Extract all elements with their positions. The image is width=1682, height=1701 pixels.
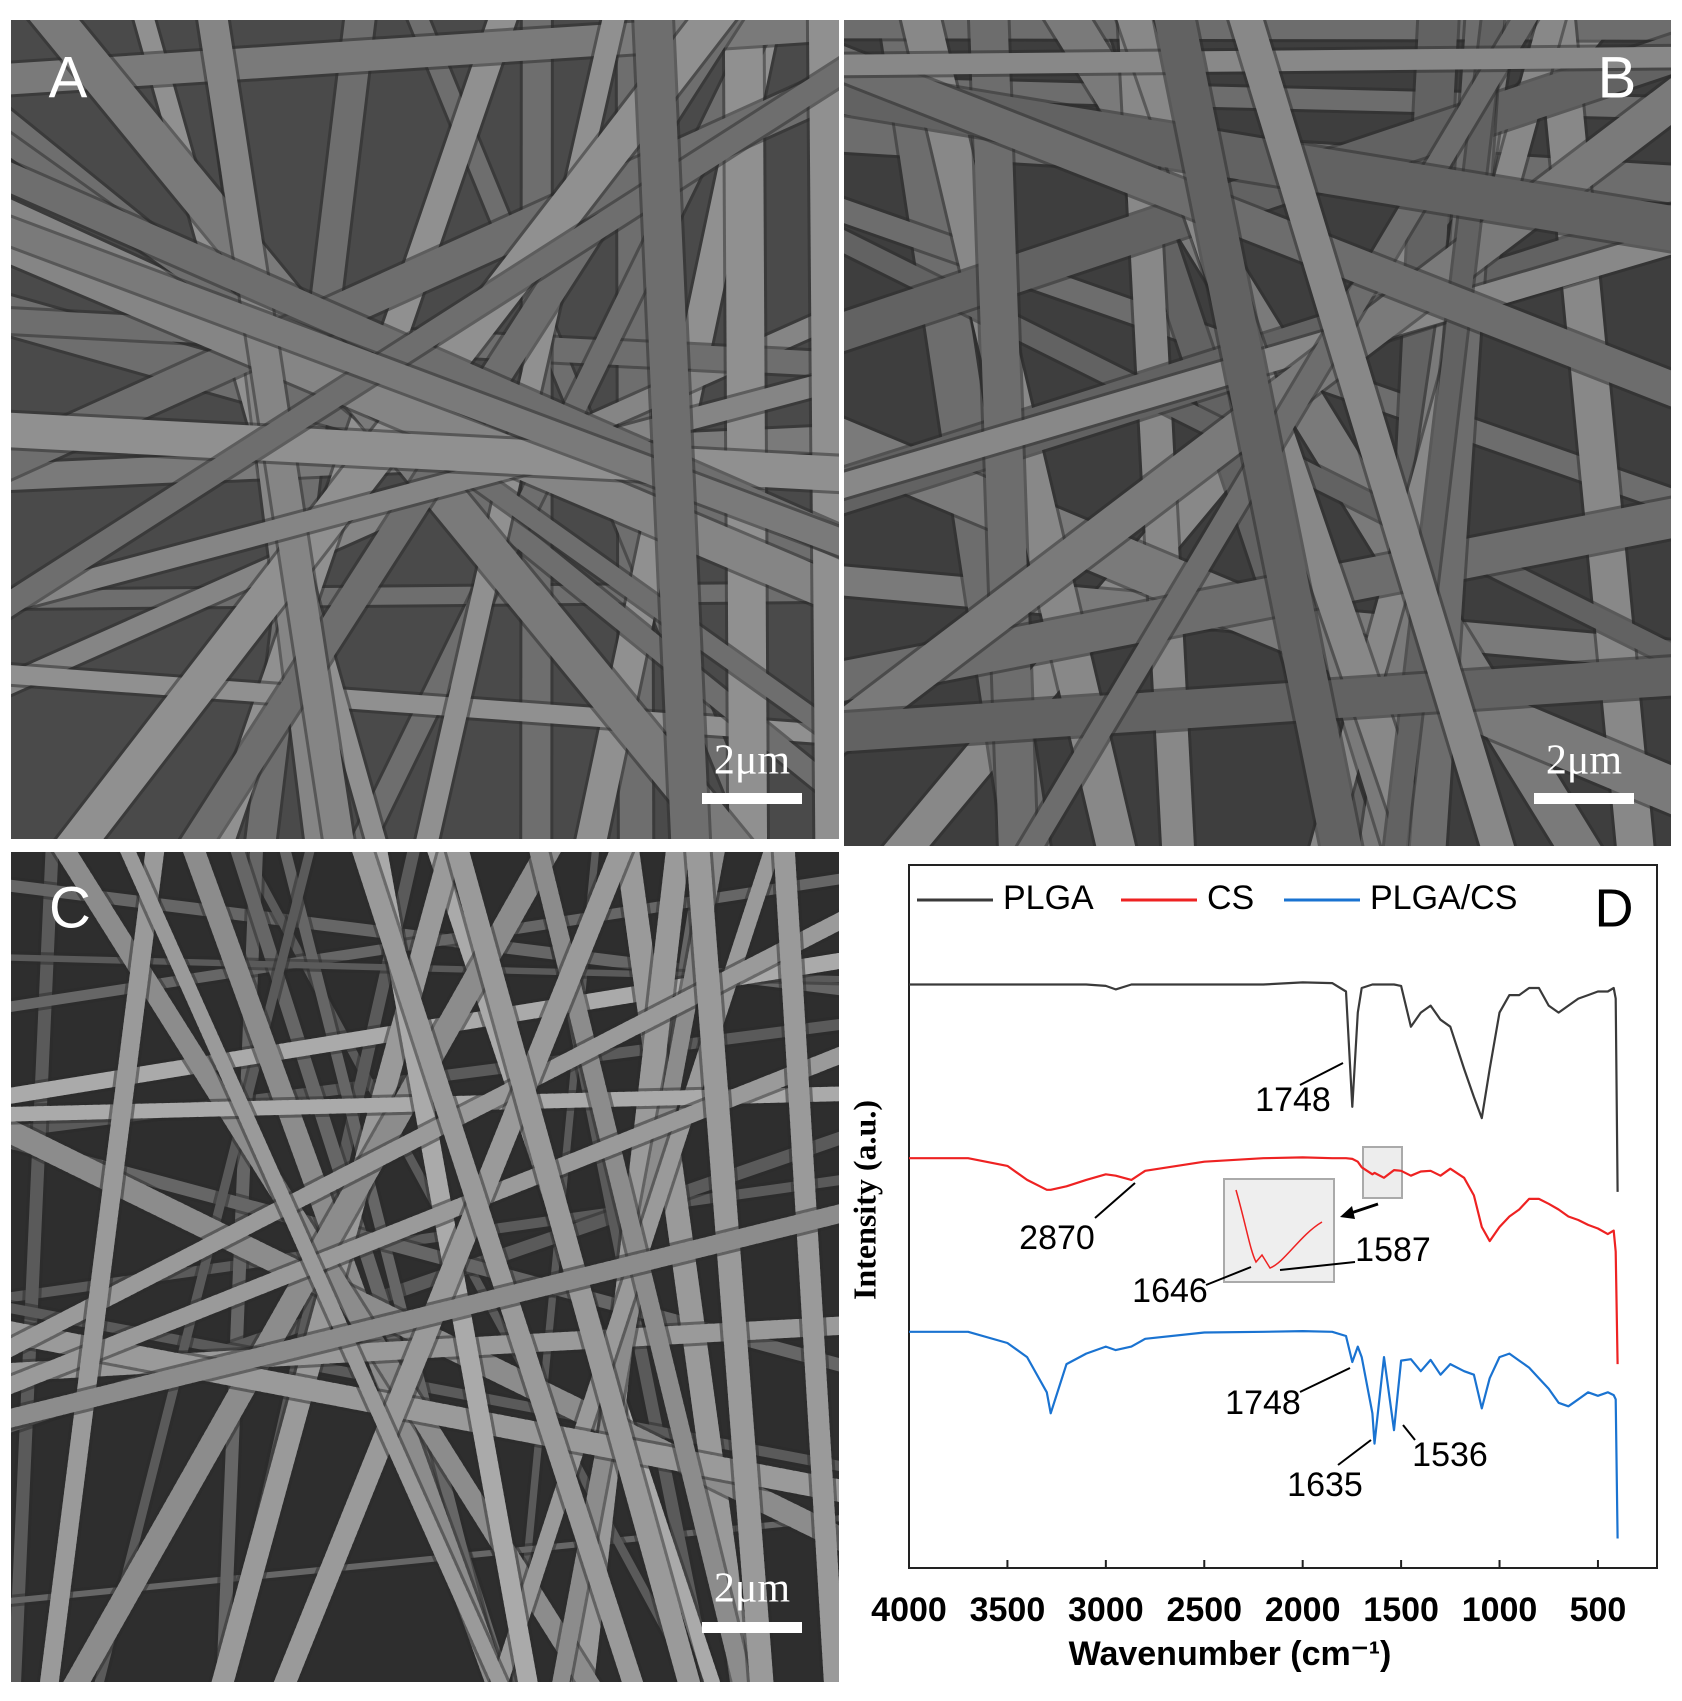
fiber <box>11 1046 839 1395</box>
x-tick-label: 3500 <box>970 1591 1046 1629</box>
fiber <box>352 852 644 1682</box>
annotation: 1646 <box>1132 1272 1208 1310</box>
annotation-leader <box>1299 1367 1351 1393</box>
fiber <box>1384 20 1504 846</box>
scale-bar-label: 2μm <box>714 738 791 784</box>
panel-label: C <box>49 875 91 940</box>
annotation-leader <box>1402 1424 1416 1441</box>
fiber <box>11 412 839 492</box>
fiber <box>634 20 710 839</box>
annotation: 1635 <box>1287 1466 1363 1504</box>
scale-bar <box>702 793 802 804</box>
scale-bar <box>1534 793 1634 804</box>
x-axis-title: Wavenumber (cm⁻¹) <box>1069 1635 1392 1673</box>
inset-curve <box>1235 1189 1323 1269</box>
fiber <box>11 59 839 617</box>
fiber <box>844 46 1671 407</box>
annotation-leader <box>1299 1062 1344 1086</box>
fiber <box>120 852 508 1682</box>
annotation-leader <box>1094 1182 1136 1219</box>
scale-bar <box>702 1622 802 1633</box>
panel-label: A <box>49 45 88 110</box>
fiber <box>11 224 839 615</box>
arrow-head <box>1340 1206 1355 1219</box>
annotation: 1536 <box>1412 1436 1488 1474</box>
spectrum-line <box>909 981 1619 1192</box>
x-tick-label: 3000 <box>1068 1591 1144 1629</box>
y-axis-title: Intensity (a.u.) <box>846 1100 882 1300</box>
x-tick-label: 4000 <box>871 1591 947 1629</box>
fiber <box>273 852 632 1682</box>
annotation: 1587 <box>1355 1231 1431 1269</box>
fiber <box>11 217 839 556</box>
fiber <box>808 20 839 839</box>
annotation: 1748 <box>1225 1384 1301 1422</box>
scale-bar-label: 2μm <box>714 1566 791 1612</box>
scale-bar-label: 2μm <box>1546 738 1623 784</box>
x-tick-label: 1500 <box>1363 1591 1439 1629</box>
annotation: 2870 <box>1019 1219 1095 1257</box>
legend-label: CS <box>1207 879 1254 917</box>
fiber <box>11 911 839 1358</box>
x-tick-label: 500 <box>1570 1591 1627 1629</box>
fiber <box>11 1204 839 1428</box>
fiber <box>1537 20 1654 846</box>
fiber <box>844 657 1671 752</box>
x-tick-label: 2500 <box>1166 1591 1242 1629</box>
legend-label: PLGA <box>1003 879 1094 917</box>
annotation-leader <box>1205 1266 1252 1286</box>
x-tick-label: 1000 <box>1462 1591 1538 1629</box>
annotation-leader <box>1337 1439 1372 1466</box>
fiber <box>1229 20 1515 846</box>
fiber <box>39 852 165 1682</box>
x-tick-label: 2000 <box>1265 1591 1341 1629</box>
annotation-leader <box>1279 1261 1356 1271</box>
legend-label: PLGA/CS <box>1370 879 1517 917</box>
spectrum-line <box>909 1330 1619 1539</box>
panel-label: B <box>1598 45 1637 110</box>
spectrum-line <box>909 1156 1619 1365</box>
fiber <box>686 852 774 1682</box>
panel-label: D <box>1595 878 1634 938</box>
fiber <box>773 852 839 1682</box>
fiber <box>11 368 839 612</box>
fiber <box>216 852 263 1682</box>
fiber <box>844 34 1671 352</box>
inset-box <box>1223 1178 1335 1283</box>
fiber <box>1154 20 1362 846</box>
annotation: 1748 <box>1255 1081 1331 1119</box>
